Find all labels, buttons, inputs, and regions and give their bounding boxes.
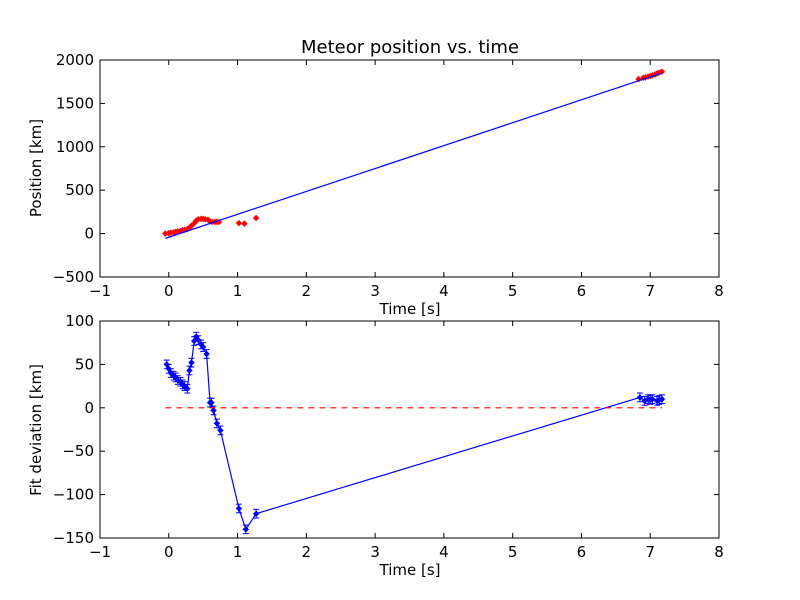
deviation-x-tick-label: 2	[302, 543, 312, 561]
deviation-ticks: −1 0 1 2 3 4 5 6 7 8 −150 −100 −50 0 50 100	[53, 312, 724, 561]
data-point	[648, 395, 656, 403]
deviation-x-tick-label: 3	[370, 543, 380, 561]
position-plot-area	[161, 68, 666, 239]
deviation-y-tick-label: −150	[53, 529, 94, 547]
data-point	[210, 407, 217, 414]
position-x-tick-label: 0	[164, 282, 174, 300]
data-point	[199, 343, 207, 351]
deviation-x-tick-label: 1	[233, 543, 243, 561]
position-ticks: −1 0 1 2 3 4 5 6 7 8 −500 0 500 1000 1500 2000	[53, 51, 724, 300]
position-x-tick-label: 7	[645, 282, 655, 300]
deviation-x-tick-label: 6	[577, 543, 587, 561]
deviation-y-tick-label: 100	[65, 312, 94, 330]
deviation-plot-area	[163, 331, 666, 535]
position-x-tick-label: −1	[89, 282, 111, 300]
position-x-tick-label: 3	[370, 282, 380, 300]
deviation-x-tick-label: 4	[439, 543, 449, 561]
position-x-tick-label: 2	[302, 282, 312, 300]
deviation-x-tick-label: 7	[645, 543, 655, 561]
data-point	[252, 510, 260, 518]
data-point	[213, 420, 221, 427]
position-y-tick-label: −500	[53, 268, 94, 286]
deviation-line	[166, 335, 663, 531]
position-x-tick-label: 8	[714, 282, 724, 300]
data-point	[235, 219, 243, 227]
data-point	[217, 427, 224, 434]
position-y-axis-label: Position [km]	[27, 119, 45, 217]
position-x-tick-label: 1	[233, 282, 243, 300]
data-point	[658, 395, 666, 403]
deviation-y-axis-label: Fit deviation [km]	[27, 364, 45, 496]
deviation-x-tick-label: 5	[508, 543, 518, 561]
position-fit-line	[165, 72, 663, 239]
chart-title: Meteor position vs. time	[301, 37, 519, 58]
deviation-y-tick-label: 50	[75, 355, 94, 373]
deviation-y-tick-label: 0	[84, 399, 94, 417]
position-x-tick-label: 5	[508, 282, 518, 300]
data-point	[188, 359, 195, 367]
position-plot: Meteor position vs. time −1 0 1 2 3 4 5 6 7 8 −500…	[27, 37, 724, 318]
data-point	[203, 350, 210, 358]
deviation-y-tick-label: −100	[53, 486, 94, 504]
data-point	[242, 525, 250, 533]
data-point	[235, 505, 243, 512]
deviation-x-tick-label: −1	[89, 543, 111, 561]
position-x-tick-label: 4	[439, 282, 449, 300]
deviation-plot: −1 0 1 2 3 4 5 6 7 8 −150 −100 −50 0 50 100 Time [s] Fi…	[27, 312, 724, 579]
position-y-tick-label: 1000	[56, 138, 94, 156]
data-point	[183, 385, 191, 393]
position-y-tick-label: 1500	[56, 94, 94, 112]
position-y-tick-label: 500	[65, 181, 94, 199]
data-point	[186, 367, 193, 374]
data-point	[241, 220, 248, 227]
position-x-tick-label: 6	[577, 282, 587, 300]
deviation-x-tick-label: 0	[164, 543, 174, 561]
deviation-y-tick-label: −50	[62, 442, 94, 460]
deviation-x-tick-label: 8	[714, 543, 724, 561]
position-x-axis-label: Time [s]	[379, 300, 441, 318]
deviation-x-axis-label: Time [s]	[379, 561, 441, 579]
position-y-tick-label: 2000	[56, 51, 94, 69]
data-point	[252, 214, 260, 222]
deviation-plot-frame	[99, 320, 720, 539]
position-y-tick-label: 0	[84, 225, 94, 243]
position-plot-frame	[99, 59, 720, 278]
